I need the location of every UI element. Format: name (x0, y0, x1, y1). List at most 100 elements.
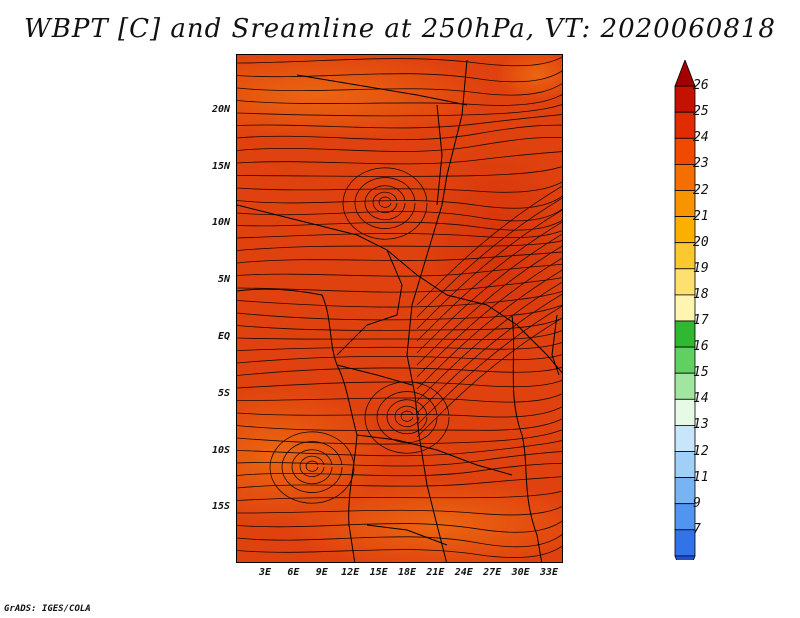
streamline (237, 451, 562, 467)
colorbar-label: 20 (693, 234, 709, 250)
colorbar-swatch (674, 85, 696, 113)
streamline (237, 83, 562, 96)
streamline (372, 191, 398, 213)
streamline (237, 124, 562, 141)
cool-region-east (417, 135, 562, 375)
streamline (237, 406, 562, 418)
streamline (237, 240, 562, 251)
colorbar-swatch (674, 164, 696, 191)
colorbar-swatch (674, 242, 696, 270)
longitude-label: 9E (315, 567, 328, 578)
colorbar-swatch (674, 294, 696, 322)
streamline (416, 281, 562, 402)
streamline (416, 221, 562, 342)
longitude-label: 21E (426, 567, 445, 578)
chart-title: WBPT [C] and Sreamline at 250hPa, VT: 20… (24, 14, 776, 44)
streamline (364, 381, 450, 454)
colorbar-label: 24 (693, 130, 709, 146)
warm-spot-northeast (497, 55, 562, 100)
streamline (237, 304, 562, 321)
colorbar-swatch (674, 190, 696, 218)
colorbar-label: 15 (693, 365, 709, 381)
colorbar-swatch (674, 137, 696, 165)
streamline (416, 245, 562, 366)
colorbar-swatch (674, 346, 696, 374)
colorbar-label: 23 (693, 156, 709, 172)
streamline (237, 151, 562, 165)
colorbar-label: 11 (693, 469, 709, 485)
colorbar-swatch (674, 372, 696, 400)
streamline (281, 441, 343, 493)
streamline (416, 209, 562, 330)
streamline (237, 520, 562, 533)
streamline (416, 269, 562, 390)
streamline (237, 330, 562, 340)
streamline (237, 70, 562, 83)
colorbar-swatch (674, 216, 696, 244)
map-panel (236, 54, 563, 563)
longitude-label: 15E (369, 567, 388, 578)
latitude-label: 15S (211, 501, 230, 512)
streamline (237, 366, 562, 376)
longitude-label: 24E (454, 567, 473, 578)
longitude-label: 33E (539, 567, 559, 578)
colorbar-label: 14 (693, 391, 709, 407)
colorbar-swatch (674, 111, 696, 139)
longitude-label: 6E (287, 567, 300, 578)
streamline (400, 410, 414, 422)
longitude-label: 3E (258, 567, 272, 578)
latitude-label: 20N (211, 104, 230, 115)
streamline (237, 104, 562, 117)
longitude-label: 18E (397, 567, 417, 578)
colorbar-label: 7 (693, 521, 701, 537)
colorbar-label: 21 (693, 208, 709, 224)
streamline (386, 399, 428, 435)
streamline (237, 181, 562, 193)
latitude-label: 5N (217, 274, 230, 285)
colorbar-label: 9 (693, 495, 701, 511)
streamline (237, 429, 562, 445)
colorbar-swatch (674, 555, 696, 560)
colorbar-swatch (674, 320, 696, 348)
streamline (237, 195, 562, 209)
colorbar-swatch (674, 398, 696, 426)
streamline (237, 476, 562, 489)
streamline (237, 379, 562, 389)
streamline (416, 317, 562, 438)
streamline (354, 177, 416, 229)
streamline (237, 136, 562, 152)
colorbar-label: 26 (693, 78, 709, 94)
streamline (364, 185, 406, 221)
colorbar-swatch (674, 424, 696, 452)
streamline (237, 462, 562, 477)
coastlines-borders (237, 59, 562, 562)
streamline (237, 230, 562, 239)
colorbar-label: 22 (693, 182, 709, 198)
streamline (376, 391, 438, 443)
colorbar-label: 17 (693, 313, 709, 328)
colorbar-label: 19 (693, 260, 709, 276)
colorbar-swatch (674, 451, 696, 479)
streamline (342, 167, 428, 240)
streamline (237, 114, 562, 129)
streamline (237, 251, 562, 264)
longitude-label: 27E (483, 567, 502, 578)
streamline (291, 449, 333, 485)
map-field (237, 55, 562, 562)
streamline (237, 534, 562, 548)
colorbar-swatch (674, 268, 696, 296)
streamline (237, 354, 562, 364)
warm-band-south (287, 480, 562, 562)
streamlines (237, 56, 562, 558)
longitude-label: 12E (341, 567, 360, 578)
streamline (416, 305, 562, 426)
software-credit: GrADS: IGES/COLA (4, 604, 91, 614)
colorbar-swatch (674, 529, 696, 557)
streamline (237, 393, 562, 403)
longitude-label: 30E (511, 567, 530, 578)
streamline (269, 431, 355, 504)
streamline (378, 196, 392, 208)
streamline (237, 94, 562, 106)
streamline (237, 219, 562, 231)
colorbar-label: 16 (693, 339, 709, 355)
